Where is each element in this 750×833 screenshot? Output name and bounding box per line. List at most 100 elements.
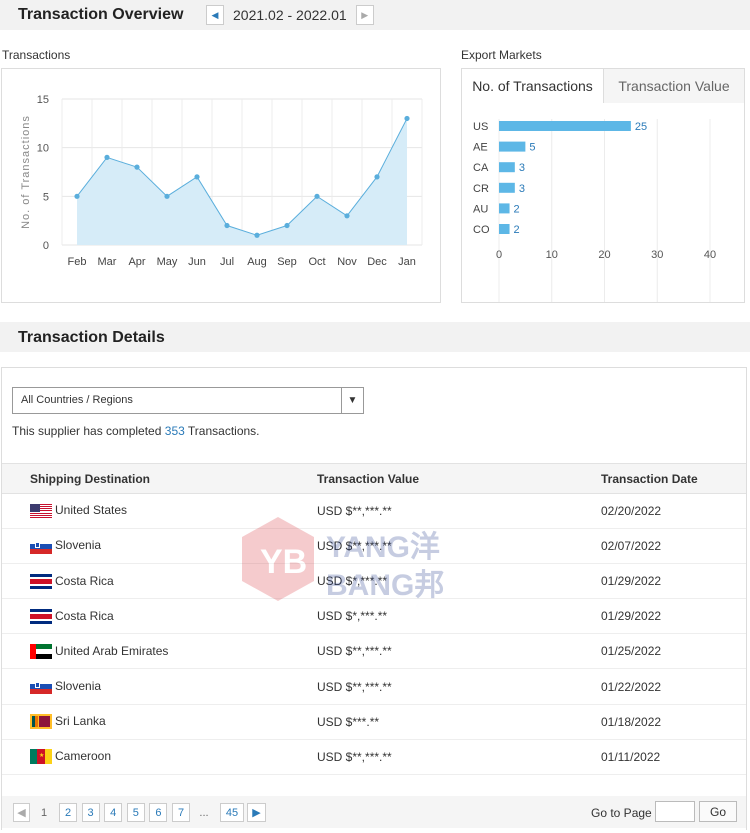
column-shipping-destination: Shipping Destination bbox=[2, 463, 317, 494]
y-tick-label: 5 bbox=[43, 191, 49, 203]
country-name: Costa Rica bbox=[55, 573, 114, 588]
table-row: Slovenia USD $**,***.** 02/07/2022 bbox=[2, 528, 746, 565]
destination-cell: United Arab Emirates bbox=[2, 633, 317, 670]
goto-page-input[interactable] bbox=[655, 801, 695, 822]
x-tick-label: Feb bbox=[68, 256, 87, 268]
destination-cell: ★ Cameroon bbox=[2, 739, 317, 775]
page-link[interactable]: 4 bbox=[104, 803, 123, 822]
category-label: CA bbox=[473, 162, 489, 174]
country-name: Slovenia bbox=[55, 678, 102, 693]
y-tick-label: 0 bbox=[43, 240, 49, 252]
category-label: US bbox=[473, 121, 488, 133]
value-cell: USD $**,***.** bbox=[317, 739, 601, 775]
table-header-row: Shipping Destination Transaction Value T… bbox=[2, 463, 746, 494]
overview-title: Transaction Overview bbox=[18, 6, 184, 23]
summary-count[interactable]: 353 bbox=[164, 424, 185, 438]
destination-cell: United States bbox=[2, 493, 317, 530]
column-transaction-value: Transaction Value bbox=[317, 463, 601, 494]
value-cell: USD $**,***.** bbox=[317, 493, 601, 530]
date-cell: 01/29/2022 bbox=[601, 598, 746, 635]
date-cell: 01/11/2022 bbox=[601, 739, 746, 775]
overview-header: Transaction Overview ◀ 2021.02 - 2022.01… bbox=[0, 0, 750, 30]
bar bbox=[499, 224, 510, 234]
page-link[interactable]: 6 bbox=[149, 803, 168, 822]
value-cell: USD $**,***.** bbox=[317, 668, 601, 705]
country-name: Costa Rica bbox=[55, 608, 114, 623]
transactions-label: Transactions bbox=[2, 48, 71, 62]
x-tick-label: 30 bbox=[651, 249, 663, 261]
summary-suffix: Transactions. bbox=[187, 424, 260, 438]
x-tick-label: Apr bbox=[128, 256, 145, 268]
bar bbox=[499, 182, 515, 193]
country-filter-select[interactable]: All Countries / Regions ▼ bbox=[12, 387, 364, 414]
x-tick-label: Mar bbox=[98, 256, 117, 268]
data-label: 3 bbox=[519, 183, 525, 195]
caret-left-icon[interactable]: ◀ bbox=[206, 5, 224, 25]
go-button[interactable]: Go bbox=[699, 801, 737, 822]
export-tabs: No. of Transactions Transaction Value bbox=[462, 69, 744, 104]
data-point bbox=[344, 213, 350, 219]
current-page: 1 bbox=[40, 806, 48, 819]
transactions-panel: 0 5 10 15 Feb Mar Apr May Jun Jul Aug Sep Oct Nov Dec J… bbox=[1, 68, 441, 303]
x-tick-label: Jun bbox=[188, 256, 206, 268]
destination-cell: Slovenia bbox=[2, 528, 317, 565]
column-transaction-date: Transaction Date bbox=[601, 463, 746, 494]
lk-flag-icon bbox=[30, 714, 52, 730]
destination-cell: Slovenia bbox=[2, 668, 317, 705]
category-label: CO bbox=[473, 224, 490, 236]
table-row: Costa Rica USD $*,***.** 01/29/2022 bbox=[2, 563, 746, 600]
value-cell: USD $*,***.** bbox=[317, 563, 601, 600]
page-link[interactable]: 2 bbox=[59, 803, 77, 822]
data-point bbox=[134, 164, 140, 170]
category-label: AE bbox=[473, 142, 488, 154]
cr-flag-icon bbox=[30, 608, 52, 624]
next-page-icon[interactable]: ▶ bbox=[247, 803, 266, 822]
category-label: CR bbox=[473, 183, 489, 195]
x-tick-label: 0 bbox=[496, 249, 502, 261]
caret-right-icon[interactable]: ▶ bbox=[355, 5, 374, 25]
table-row: United Arab Emirates USD $**,***.** 01/25/… bbox=[2, 633, 746, 670]
page-link-last[interactable]: 45 bbox=[220, 803, 244, 822]
data-point bbox=[374, 174, 380, 180]
x-tick-label: Aug bbox=[247, 256, 267, 268]
destination-cell: Costa Rica bbox=[2, 563, 317, 600]
page-link[interactable]: 3 bbox=[81, 803, 100, 822]
x-tick-label: Sep bbox=[277, 256, 297, 268]
prev-page-icon[interactable]: ◀ bbox=[13, 803, 30, 822]
destination-cell: Sri Lanka bbox=[2, 704, 317, 740]
x-tick-label: Oct bbox=[308, 256, 325, 268]
tab-transaction-value[interactable]: Transaction Value bbox=[603, 69, 744, 103]
country-name: United Arab Emirates bbox=[55, 643, 169, 658]
y-axis-label: No. of Transactions bbox=[20, 115, 32, 229]
ae-flag-icon bbox=[30, 644, 52, 660]
data-point bbox=[104, 154, 110, 160]
x-tick-label: Dec bbox=[367, 256, 387, 268]
bar bbox=[499, 162, 515, 173]
bar bbox=[499, 203, 510, 214]
transactions-line-chart: 0 5 10 15 Feb Mar Apr May Jun Jul Aug Sep Oct Nov Dec J… bbox=[20, 94, 423, 268]
category-label: AU bbox=[473, 203, 488, 215]
value-cell: USD $***.** bbox=[317, 704, 601, 740]
table-row: United States USD $**,***.** 02/20/2022 bbox=[2, 493, 746, 530]
x-tick-label: 20 bbox=[598, 249, 610, 261]
chevron-down-icon[interactable]: ▼ bbox=[341, 388, 363, 413]
x-tick-label: 10 bbox=[546, 249, 558, 261]
us-flag-icon bbox=[30, 503, 52, 519]
page-link[interactable]: 5 bbox=[126, 803, 145, 822]
data-point bbox=[404, 115, 410, 122]
cr-flag-icon bbox=[30, 573, 52, 589]
data-point bbox=[284, 222, 290, 229]
date-cell: 01/18/2022 bbox=[601, 704, 746, 740]
page-link[interactable]: 7 bbox=[172, 803, 190, 822]
table-row: ★ Cameroon USD $**,***.** 01/11/2022 bbox=[2, 739, 746, 775]
data-label: 25 bbox=[635, 121, 647, 133]
export-markets-panel: No. of Transactions Transaction Value 0 1… bbox=[461, 68, 745, 303]
bar bbox=[499, 141, 526, 152]
area-fill bbox=[77, 118, 407, 245]
tab-no-of-transactions[interactable]: No. of Transactions bbox=[462, 69, 603, 104]
pagination-ellipsis: ... bbox=[199, 806, 209, 819]
series-line bbox=[76, 118, 408, 236]
x-tick-label: 40 bbox=[704, 249, 716, 261]
x-tick-label: May bbox=[157, 256, 178, 268]
